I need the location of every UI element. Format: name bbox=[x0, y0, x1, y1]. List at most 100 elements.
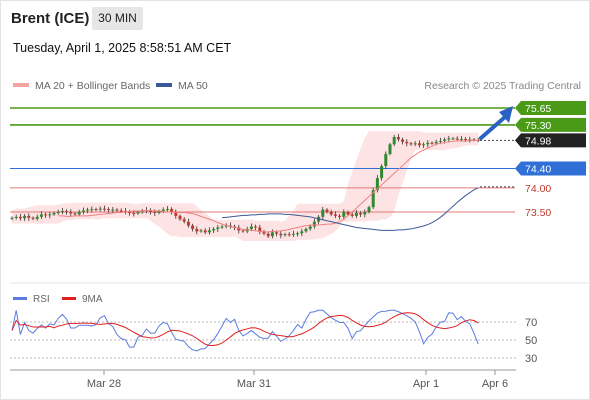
legend-9ma: 9MA bbox=[62, 294, 103, 305]
candle-body bbox=[115, 209, 119, 211]
candle-body bbox=[178, 215, 182, 220]
candle-body bbox=[291, 233, 295, 235]
candle-body bbox=[434, 141, 438, 144]
candle-body bbox=[48, 214, 52, 216]
candle-body bbox=[409, 143, 413, 145]
legend-ma50: MA 50 bbox=[156, 80, 208, 92]
candle-body bbox=[199, 230, 203, 232]
x-tick-label-3: Apr 6 bbox=[482, 378, 508, 390]
candle-body bbox=[405, 141, 409, 144]
candle-body bbox=[275, 232, 279, 234]
candle-body bbox=[35, 216, 39, 219]
ma9-swatch bbox=[62, 296, 76, 300]
candle-body bbox=[363, 212, 367, 215]
candle-body bbox=[417, 143, 421, 146]
rsi-level-label-70: 70 bbox=[525, 317, 537, 329]
candle-body bbox=[39, 214, 43, 217]
candle-body bbox=[107, 209, 111, 211]
candle-body bbox=[94, 209, 98, 211]
candle-body bbox=[338, 215, 342, 217]
candle-body bbox=[56, 212, 60, 213]
candle-body bbox=[283, 234, 287, 236]
rsi-label: RSI bbox=[33, 294, 50, 305]
candle-body bbox=[170, 209, 174, 212]
candle-body bbox=[44, 214, 48, 216]
candle-body bbox=[451, 138, 455, 140]
candle-body bbox=[165, 209, 169, 211]
candle-body bbox=[195, 228, 199, 232]
candle-body bbox=[422, 144, 426, 146]
candle-body bbox=[186, 221, 190, 226]
candle-body bbox=[333, 214, 337, 216]
candle-body bbox=[464, 138, 468, 140]
candle-body bbox=[258, 227, 262, 232]
candle-body bbox=[111, 209, 115, 211]
level-tag-74.40 bbox=[515, 161, 586, 176]
candle-body bbox=[447, 138, 451, 140]
candle-body bbox=[174, 212, 178, 216]
ma50-line bbox=[221, 187, 479, 231]
candle-body bbox=[128, 212, 132, 213]
rsi-line bbox=[11, 309, 479, 352]
candle-body bbox=[23, 215, 27, 219]
candle-body bbox=[216, 227, 220, 229]
candle-body bbox=[241, 230, 245, 232]
level-label-74.40: 74.40 bbox=[525, 163, 551, 175]
level-label-73.50: 73.50 bbox=[525, 207, 551, 219]
candle-body bbox=[279, 233, 283, 236]
candle-body bbox=[161, 209, 165, 212]
candle-body bbox=[459, 138, 463, 140]
candle-body bbox=[119, 210, 123, 212]
candle-body bbox=[342, 212, 346, 217]
candle-body bbox=[346, 212, 350, 215]
timeframe-button[interactable]: 30 MIN bbox=[92, 7, 143, 30]
candle-body bbox=[426, 142, 430, 145]
ma20-line bbox=[58, 139, 479, 233]
candle-body bbox=[296, 233, 300, 235]
candle-body bbox=[350, 214, 354, 216]
level-tag-74.98 bbox=[515, 133, 586, 148]
rsi-ma9-line bbox=[11, 312, 479, 347]
candle-body bbox=[388, 144, 392, 154]
candle-body bbox=[249, 226, 253, 229]
candle-body bbox=[270, 232, 274, 237]
candle-body bbox=[325, 209, 329, 212]
legend-rsi: RSI bbox=[13, 294, 50, 305]
candle-body bbox=[10, 217, 14, 219]
candle-body bbox=[359, 212, 363, 215]
candle-body bbox=[455, 138, 459, 140]
chart-header: Brent (ICE) 30 MIN bbox=[0, 0, 590, 36]
candle-body bbox=[102, 208, 106, 210]
candle-body bbox=[73, 213, 77, 215]
rsi-level-label-50: 50 bbox=[525, 335, 537, 347]
candle-body bbox=[212, 228, 216, 231]
rsi-swatch bbox=[13, 296, 27, 300]
candle-body bbox=[312, 221, 316, 227]
candle-body bbox=[182, 219, 186, 222]
candle-body bbox=[413, 143, 417, 145]
candle-body bbox=[132, 212, 136, 214]
level-label-74.98: 74.98 bbox=[525, 135, 551, 147]
candle-body bbox=[438, 140, 442, 142]
x-tick-label-2: Apr 1 bbox=[413, 378, 439, 390]
candle-body bbox=[52, 212, 56, 215]
candle-body bbox=[468, 139, 472, 141]
candle-body bbox=[375, 178, 379, 191]
candle-body bbox=[191, 225, 195, 229]
candle-body bbox=[31, 217, 35, 219]
ma50-label: MA 50 bbox=[178, 80, 208, 92]
candle-body bbox=[18, 216, 22, 219]
copyright-text: Research © 2025 Trading Central bbox=[424, 80, 581, 92]
candle-body bbox=[321, 209, 325, 217]
level-tag-75.65 bbox=[515, 101, 586, 115]
candle-body bbox=[86, 209, 90, 211]
bollinger-band bbox=[12, 131, 479, 242]
candle-body bbox=[430, 142, 434, 144]
candle-body bbox=[396, 137, 400, 140]
candle-body bbox=[443, 139, 447, 141]
candle-body bbox=[384, 153, 388, 167]
candle-body bbox=[287, 234, 291, 236]
candle-body bbox=[14, 216, 18, 218]
candle-body bbox=[371, 190, 375, 208]
